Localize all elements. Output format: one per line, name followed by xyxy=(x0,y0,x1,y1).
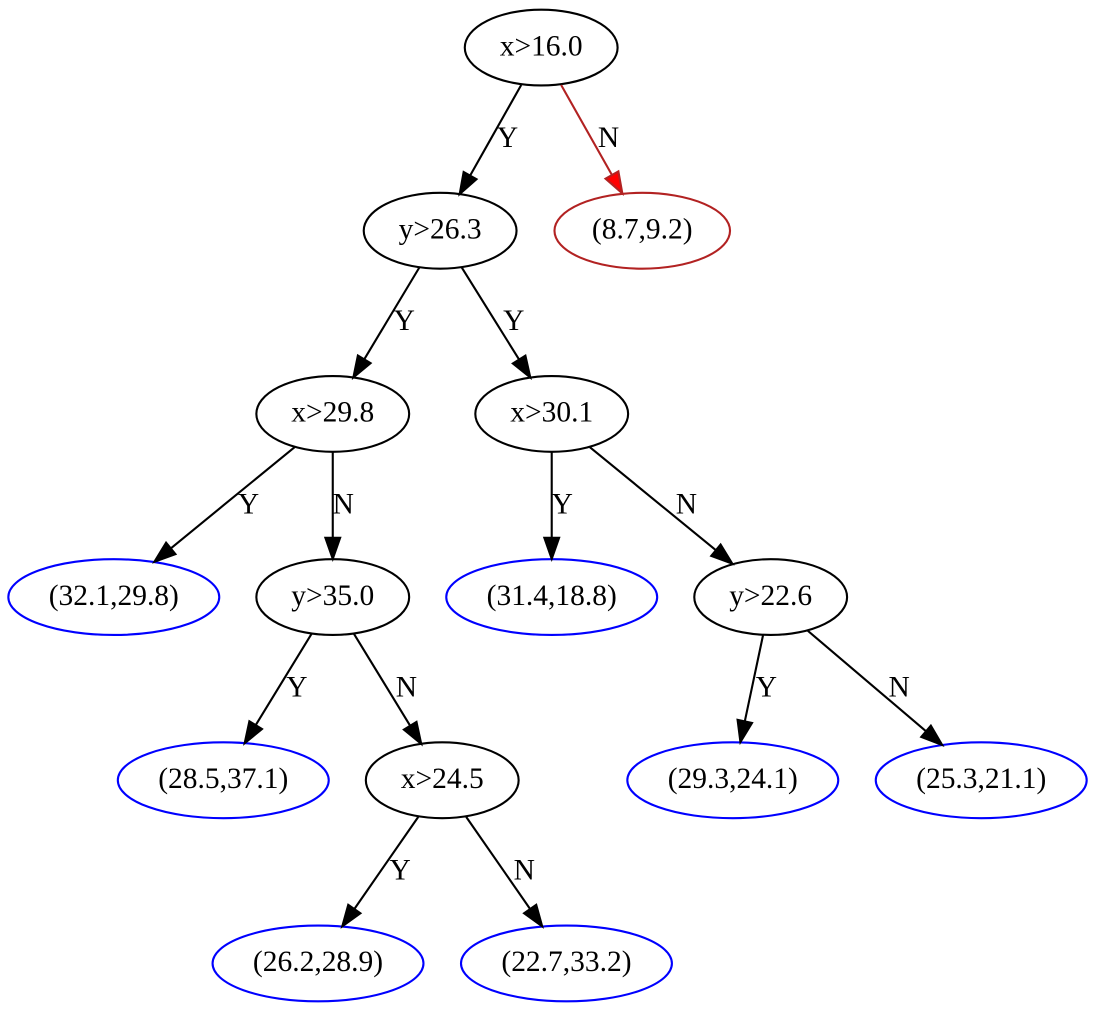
svg-text:Y: Y xyxy=(286,671,307,703)
svg-text:(25.3,21.1): (25.3,21.1) xyxy=(916,763,1046,795)
svg-text:y>22.6: y>22.6 xyxy=(729,580,812,612)
svg-text:(29.3,24.1): (29.3,24.1) xyxy=(668,763,798,795)
svg-text:N: N xyxy=(514,855,535,887)
svg-text:(26.2,28.9): (26.2,28.9) xyxy=(253,946,383,978)
svg-text:Y: Y xyxy=(503,305,524,337)
svg-text:y>26.3: y>26.3 xyxy=(399,214,482,246)
svg-text:N: N xyxy=(598,122,619,154)
svg-text:(31.4,18.8): (31.4,18.8) xyxy=(487,580,617,612)
svg-text:x>16.0: x>16.0 xyxy=(500,30,583,62)
svg-text:Y: Y xyxy=(497,122,518,154)
svg-text:Y: Y xyxy=(756,671,777,703)
svg-text:Y: Y xyxy=(389,855,410,887)
svg-text:N: N xyxy=(676,488,697,520)
svg-text:(28.5,37.1): (28.5,37.1) xyxy=(158,763,288,795)
svg-text:Y: Y xyxy=(238,488,259,520)
svg-text:Y: Y xyxy=(552,488,573,520)
svg-text:N: N xyxy=(396,671,417,703)
svg-text:(22.7,33.2): (22.7,33.2) xyxy=(501,946,631,978)
svg-text:N: N xyxy=(333,488,354,520)
svg-text:(8.7,9.2): (8.7,9.2) xyxy=(592,214,693,246)
svg-text:x>30.1: x>30.1 xyxy=(510,397,593,429)
svg-text:Y: Y xyxy=(394,305,415,337)
svg-text:x>29.8: x>29.8 xyxy=(291,397,374,429)
svg-text:N: N xyxy=(888,671,909,703)
svg-text:x>24.5: x>24.5 xyxy=(401,763,484,795)
svg-text:(32.1,29.8): (32.1,29.8) xyxy=(49,580,179,612)
svg-text:y>35.0: y>35.0 xyxy=(291,580,374,612)
